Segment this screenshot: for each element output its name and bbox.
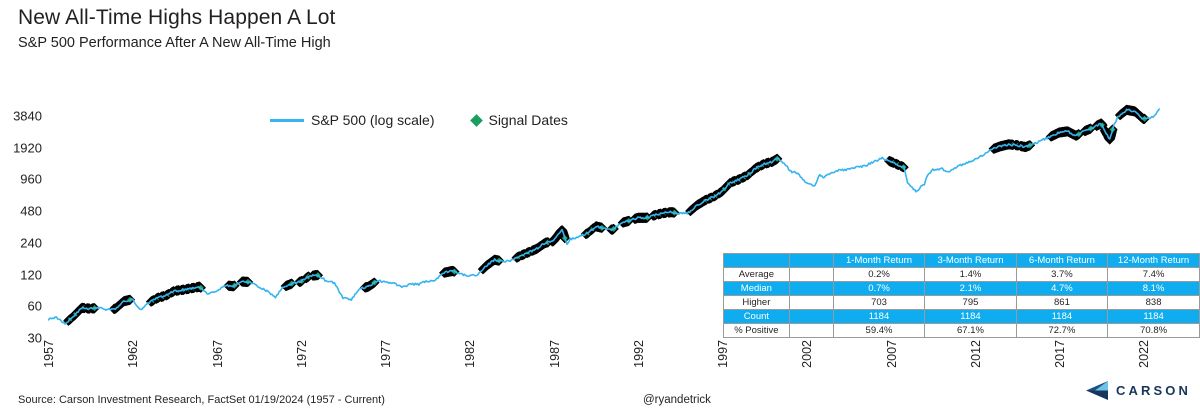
y-axis-tick-120: 120 [20, 267, 42, 283]
legend-label-signal-dates: Signal Dates [488, 112, 568, 128]
table-cell: 0.7% [832, 281, 926, 296]
row-spacer-cell [788, 295, 834, 310]
header-cell-1-month: 1-Month Return [832, 253, 926, 268]
x-axis-tick-1997: 1997 [716, 340, 731, 368]
chart-legend: S&P 500 (log scale) Signal Dates [270, 112, 568, 128]
table-cell: 2.1% [924, 281, 1017, 296]
table-cell: 67.1% [924, 323, 1017, 338]
table-header-row: 1-Month Return 3-Month Return 6-Month Re… [723, 253, 1200, 268]
x-axis-tick-1957: 1957 [42, 340, 56, 368]
y-axis-tick-240: 240 [20, 235, 42, 251]
row-label-positive: % Positive [723, 323, 790, 338]
carson-wordmark: CARSON [1116, 383, 1191, 398]
table-cell: 4.7% [1015, 281, 1109, 296]
x-axis-tick-2017: 2017 [1053, 340, 1068, 368]
header-cell-blank-1 [723, 253, 790, 268]
table-cell: 70.8% [1107, 323, 1200, 338]
y-axis: 3840 1920 960 480 240 120 60 30 [0, 104, 42, 346]
table-cell: 1184 [1015, 309, 1109, 324]
y-axis-tick-480: 480 [20, 203, 42, 219]
y-axis-tick-3840: 3840 [13, 108, 42, 124]
row-label-count: Count [723, 309, 790, 324]
header-cell-3-month: 3-Month Return [924, 253, 1017, 268]
table-row: Higher 703 795 861 838 [723, 295, 1200, 310]
row-spacer-cell [788, 323, 834, 338]
carson-chevron-icon [1086, 381, 1108, 400]
sp500-line-chart [48, 104, 1160, 326]
x-axis-tick-2002: 2002 [800, 340, 815, 368]
row-label-median: Median [723, 281, 790, 296]
table-row: % Positive 59.4% 67.1% 72.7% 70.8% [723, 323, 1200, 338]
table-cell: 795 [924, 295, 1017, 310]
table-cell: 838 [1107, 295, 1200, 310]
page-title: New All-Time Highs Happen A Lot [18, 6, 336, 29]
carson-logo: CARSON [1086, 381, 1191, 400]
header-cell-blank-2 [788, 253, 834, 268]
table-cell: 1184 [832, 309, 926, 324]
x-axis-tick-1972: 1972 [294, 340, 309, 368]
table-row: Count 1184 1184 1184 1184 [723, 309, 1200, 324]
x-axis-tick-2007: 2007 [884, 340, 899, 368]
y-axis-tick-960: 960 [20, 171, 42, 187]
x-axis-tick-1962: 1962 [126, 340, 141, 368]
header-cell-12-month: 12-Month Return [1107, 253, 1200, 268]
x-axis-tick-1967: 1967 [210, 340, 225, 368]
sp500-line [48, 108, 1160, 325]
header-cell-6-month: 6-Month Return [1015, 253, 1109, 268]
table-cell: 1184 [924, 309, 1017, 324]
row-spacer-cell [788, 267, 834, 282]
table-cell: 703 [832, 295, 926, 310]
legend-item-signal-dates: Signal Dates [470, 112, 568, 128]
table-cell: 1.4% [924, 267, 1017, 282]
legend-label-sp500: S&P 500 (log scale) [311, 112, 435, 128]
stats-table: 1-Month Return 3-Month Return 6-Month Re… [723, 253, 1200, 338]
row-spacer-cell [788, 309, 834, 324]
table-cell: 861 [1015, 295, 1109, 310]
table-row: Median 0.7% 2.1% 4.7% 8.1% [723, 281, 1200, 296]
author-handle: @ryandetrick [643, 394, 711, 406]
table-cell: 1184 [1107, 309, 1200, 324]
row-spacer-cell [788, 281, 834, 296]
y-axis-tick-60: 60 [27, 298, 42, 314]
source-note: Source: Carson Investment Research, Fact… [18, 394, 385, 406]
line-swatch-icon [270, 118, 304, 122]
x-axis-tick-1987: 1987 [547, 340, 562, 368]
x-axis-tick-1992: 1992 [631, 340, 646, 368]
table-cell: 7.4% [1107, 267, 1200, 282]
table-row: Average 0.2% 1.4% 3.7% 7.4% [723, 267, 1200, 282]
plot-area [48, 104, 1178, 338]
x-axis-tick-1982: 1982 [463, 340, 478, 368]
row-label-higher: Higher [723, 295, 790, 310]
table-cell: 3.7% [1015, 267, 1109, 282]
table-cell: 0.2% [832, 267, 926, 282]
table-cell: 59.4% [832, 323, 926, 338]
y-axis-tick-1920: 1920 [13, 140, 42, 156]
x-axis-tick-2022: 2022 [1137, 340, 1152, 368]
row-label-average: Average [723, 267, 790, 282]
x-axis: 1957 1962 1967 1972 1977 1982 1987 1992 1997 2002… [0, 340, 1200, 400]
y-axis-tick-30: 30 [27, 330, 42, 346]
page-subtitle: S&P 500 Performance After A New All-Time… [18, 35, 331, 51]
table-cell: 72.7% [1015, 323, 1109, 338]
legend-item-sp500: S&P 500 (log scale) [270, 112, 434, 128]
table-cell: 8.1% [1107, 281, 1200, 296]
x-axis-tick-2012: 2012 [968, 340, 983, 368]
x-axis-tick-1977: 1977 [379, 340, 394, 368]
